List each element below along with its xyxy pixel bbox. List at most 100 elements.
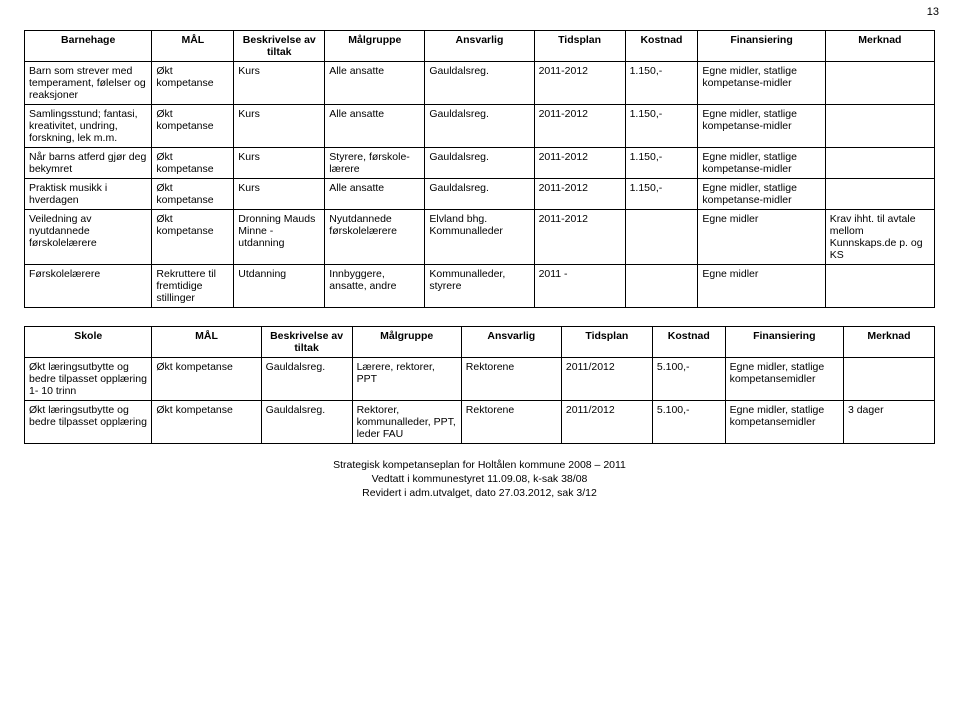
page-number: 13 [927,6,939,18]
footer-line: Revidert i adm.utvalget, dato 27.03.2012… [24,486,935,500]
table-cell: 1.150,- [625,105,698,148]
column-header: Målgruppe [325,31,425,62]
table-cell: 5.100,- [652,358,725,401]
table-row: Økt læringsutbytte og bedre tilpasset op… [25,401,935,444]
table-cell: Gauldalsreg. [261,401,352,444]
table-cell: 2011-2012 [534,210,625,265]
table-cell [825,265,934,308]
table-cell: 1.150,- [625,62,698,105]
table-cell: Egne midler [698,265,825,308]
table-cell: Gauldalsreg. [425,105,534,148]
column-header: Finansiering [698,31,825,62]
table-cell: 1.150,- [625,148,698,179]
table-header-row: BarnehageMÅLBeskrivelse av tiltakMålgrup… [25,31,935,62]
table-cell [625,265,698,308]
column-header: Ansvarlig [461,327,561,358]
column-header: Merknad [843,327,934,358]
table-cell: Egne midler, statlige kompetanse-midler [698,62,825,105]
table-cell: 2011-2012 [534,105,625,148]
table-cell: Gauldalsreg. [425,62,534,105]
table-cell: Rekruttere til fremtidige stillinger [152,265,234,308]
table-cell: Økt kompetanse [152,148,234,179]
table-cell [825,179,934,210]
table-row: Når barns atferd gjør deg bekymretØkt ko… [25,148,935,179]
table-cell: Alle ansatte [325,105,425,148]
table-cell: Nyutdannede førskolelærere [325,210,425,265]
table-cell: 2011-2012 [534,148,625,179]
table-cell: 2011 - [534,265,625,308]
table-cell: Kurs [234,148,325,179]
table-cell: 5.100,- [652,401,725,444]
table-cell: Innbyggere, ansatte, andre [325,265,425,308]
skole-table: SkoleMÅLBeskrivelse av tiltakMålgruppeAn… [24,326,935,444]
table-row: Samlingsstund; fantasi, kreativitet, und… [25,105,935,148]
table-cell: Økt kompetanse [152,358,261,401]
table-cell: Gauldalsreg. [425,179,534,210]
column-header: Tidsplan [561,327,652,358]
column-header: Beskrivelse av tiltak [261,327,352,358]
column-header: Beskrivelse av tiltak [234,31,325,62]
document-page: 13 BarnehageMÅLBeskrivelse av tiltakMålg… [0,0,959,706]
table-cell: Egne midler, statlige kompetanse-midler [698,105,825,148]
table-cell: 2011/2012 [561,401,652,444]
table-cell: Kurs [234,62,325,105]
column-header: Kostnad [652,327,725,358]
table-cell: Kommunalleder, styrere [425,265,534,308]
column-header: MÅL [152,31,234,62]
table-cell: Rektorene [461,401,561,444]
column-header: Barnehage [25,31,152,62]
table-cell: Gauldalsreg. [261,358,352,401]
table-cell: Elvland bhg. Kommunalleder [425,210,534,265]
table-cell: Praktisk musikk i hverdagen [25,179,152,210]
table-cell: 1.150,- [625,179,698,210]
table-cell: Økt kompetanse [152,210,234,265]
table-cell: Utdanning [234,265,325,308]
table-row: FørskolelærereRekruttere til fremtidige … [25,265,935,308]
table-cell: Økt kompetanse [152,105,234,148]
table-row: Økt læringsutbytte og bedre tilpasset op… [25,358,935,401]
column-header: Finansiering [725,327,843,358]
table-cell [825,148,934,179]
table-cell: Når barns atferd gjør deg bekymret [25,148,152,179]
column-header: Merknad [825,31,934,62]
table-cell: Styrere, førskole-lærere [325,148,425,179]
table-cell: Barn som strever med temperament, følels… [25,62,152,105]
table-cell: Økt kompetanse [152,401,261,444]
table-cell: Lærere, rektorer, PPT [352,358,461,401]
table-cell [825,105,934,148]
table-cell [843,358,934,401]
table-cell: Førskolelærere [25,265,152,308]
table-cell: Egne midler, statlige kompetanse-midler [698,179,825,210]
barnehage-table: BarnehageMÅLBeskrivelse av tiltakMålgrup… [24,30,935,308]
table-cell [825,62,934,105]
table-cell: Økt kompetanse [152,179,234,210]
table-header-row: SkoleMÅLBeskrivelse av tiltakMålgruppeAn… [25,327,935,358]
table-cell: Økt læringsutbytte og bedre tilpasset op… [25,401,152,444]
table-row: Veiledning av nyutdannede førskolelærere… [25,210,935,265]
table-cell: Alle ansatte [325,179,425,210]
table-cell: 2011-2012 [534,179,625,210]
table-cell: 2011-2012 [534,62,625,105]
table-cell: 3 dager [843,401,934,444]
table-cell: Veiledning av nyutdannede førskolelærere [25,210,152,265]
column-header: Kostnad [625,31,698,62]
table-cell: Rektorer, kommunalleder, PPT, leder FAU [352,401,461,444]
table-cell: Samlingsstund; fantasi, kreativitet, und… [25,105,152,148]
column-header: Ansvarlig [425,31,534,62]
table-row: Praktisk musikk i hverdagenØkt kompetans… [25,179,935,210]
table-cell: Gauldalsreg. [425,148,534,179]
table-cell: Økt læringsutbytte og bedre tilpasset op… [25,358,152,401]
table-row: Barn som strever med temperament, følels… [25,62,935,105]
table-cell: 2011/2012 [561,358,652,401]
table-cell: Egne midler, statlige kompetansemidler [725,401,843,444]
table-cell: Krav ihht. til avtale mellom Kunnskaps.d… [825,210,934,265]
table-cell: Alle ansatte [325,62,425,105]
column-header: Skole [25,327,152,358]
table-cell: Egne midler, statlige kompetanse-midler [698,148,825,179]
footer-line: Vedtatt i kommunestyret 11.09.08, k-sak … [24,472,935,486]
table-cell: Rektorene [461,358,561,401]
table-cell: Kurs [234,105,325,148]
table-cell: Dronning Mauds Minne - utdanning [234,210,325,265]
table-cell: Egne midler, statlige kompetansemidler [725,358,843,401]
footer-line: Strategisk kompetanseplan for Holtålen k… [24,458,935,472]
